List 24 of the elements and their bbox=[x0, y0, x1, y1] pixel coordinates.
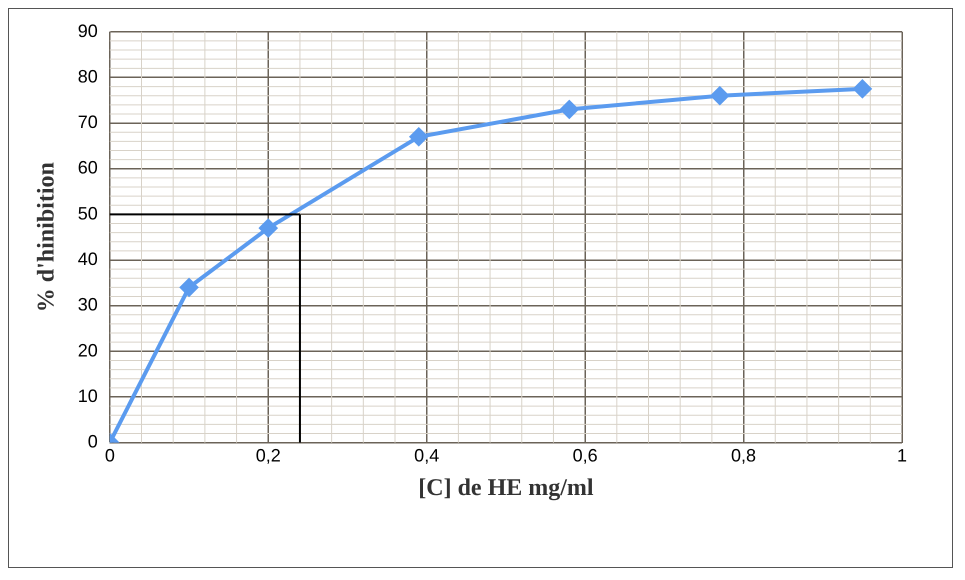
y-tick-label: 40 bbox=[78, 248, 98, 269]
x-axis-title: [C] de HE mg/ml bbox=[418, 474, 594, 501]
x-tick-label: 0 bbox=[104, 445, 115, 466]
y-tick-label: 80 bbox=[78, 66, 98, 86]
y-tick-label: 20 bbox=[78, 340, 98, 360]
point bbox=[560, 100, 578, 118]
x-tick-label: 0,8 bbox=[731, 445, 756, 466]
point bbox=[410, 128, 428, 146]
x-tick-label: 0,4 bbox=[414, 445, 440, 466]
point bbox=[853, 80, 872, 98]
point bbox=[259, 219, 278, 238]
y-tick-label: 50 bbox=[78, 203, 98, 224]
y-tick-label: 0 bbox=[88, 432, 98, 452]
y-tick-label: 30 bbox=[78, 294, 98, 315]
x-tick-label: 0,6 bbox=[572, 445, 598, 466]
x-tick-label: 0,2 bbox=[256, 445, 281, 466]
point bbox=[180, 278, 198, 296]
y-tick-label: 10 bbox=[78, 386, 98, 406]
y-tick-label: 90 bbox=[78, 20, 98, 41]
x-tick-label: 1 bbox=[896, 445, 908, 466]
y-tick-label: 60 bbox=[78, 158, 98, 178]
point bbox=[710, 86, 729, 105]
y-axis-title: % d'hinibition bbox=[34, 162, 60, 312]
y-tick-label: 70 bbox=[78, 112, 98, 132]
